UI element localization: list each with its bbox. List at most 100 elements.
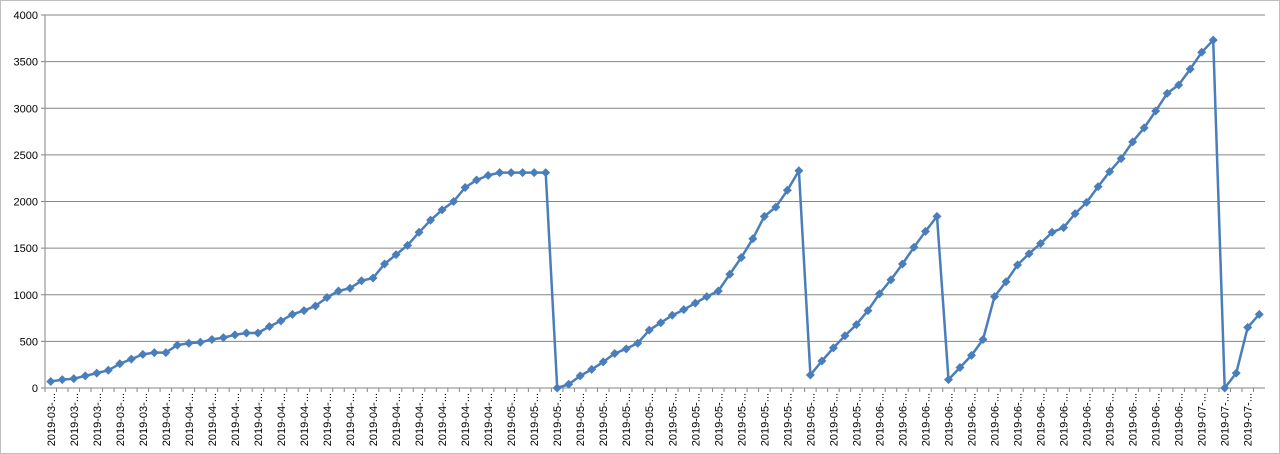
x-tick-label: 2019-05-... <box>598 393 610 446</box>
y-tick-label: 1000 <box>14 290 38 302</box>
data-point <box>656 318 666 328</box>
data-point <box>967 350 977 360</box>
data-point <box>794 166 804 176</box>
data-point <box>702 292 712 302</box>
data-point <box>230 330 240 340</box>
x-tick-label: 2019-06-... <box>1174 393 1186 446</box>
data-point <box>713 286 723 296</box>
x-tick-label: 2019-04-... <box>322 393 334 446</box>
x-tick-label: 2019-06-... <box>1059 393 1071 446</box>
x-tick-label: 2019-06-... <box>1128 393 1140 446</box>
x-tick-label: 2019-06-... <box>1013 393 1025 446</box>
data-point <box>1254 309 1264 319</box>
x-tick-label: 2019-05-... <box>552 393 564 446</box>
x-tick-label: 2019-04-... <box>207 393 219 446</box>
x-tick-label: 2019-04-... <box>230 393 242 446</box>
data-point <box>287 309 297 319</box>
data-point <box>333 286 343 296</box>
x-tick-label: 2019-06-... <box>990 393 1002 446</box>
x-tick-label: 2019-06-... <box>874 393 886 446</box>
data-point <box>1070 209 1080 219</box>
data-point <box>310 301 320 311</box>
data-point <box>1174 80 1184 90</box>
x-tick-label: 2019-04-... <box>437 393 449 446</box>
data-point <box>748 234 758 244</box>
data-point <box>149 348 159 358</box>
data-point <box>391 250 401 260</box>
data-point <box>598 357 608 367</box>
x-tick-label: 2019-04-... <box>368 393 380 446</box>
data-point <box>1185 64 1195 74</box>
x-tick-label: 2019-06-... <box>1036 393 1048 446</box>
x-tick-label: 2019-04-... <box>161 393 173 446</box>
data-point <box>126 354 136 364</box>
data-point <box>817 356 827 366</box>
x-tick-label: 2019-06-... <box>897 393 909 446</box>
x-tick-label: 2019-05-... <box>851 393 863 446</box>
data-point <box>1151 106 1161 116</box>
data-point <box>357 276 367 286</box>
data-point <box>460 183 470 193</box>
data-point <box>218 333 228 343</box>
data-point <box>1220 383 1230 393</box>
x-tick-label: 2019-06-... <box>967 393 979 446</box>
data-point <box>679 305 689 315</box>
data-point <box>978 335 988 345</box>
x-tick-label: 2019-04-... <box>299 393 311 446</box>
data-point <box>575 371 585 381</box>
x-tick-label: 2019-04-... <box>460 393 472 446</box>
data-point <box>897 259 907 269</box>
data-point <box>299 306 309 316</box>
data-point <box>161 348 171 358</box>
data-point <box>380 259 390 269</box>
data-point <box>771 202 781 212</box>
data-point <box>207 335 217 345</box>
y-tick-label: 3000 <box>14 103 38 115</box>
data-point <box>195 337 205 347</box>
data-point <box>943 375 953 385</box>
x-tick-label: 2019-05-... <box>644 393 656 446</box>
data-point <box>1162 88 1172 98</box>
data-point <box>172 340 182 350</box>
x-tick-label: 2019-05-... <box>529 393 541 446</box>
data-point <box>1059 223 1069 233</box>
y-tick-label: 4000 <box>14 10 38 22</box>
x-tick-label: 2019-05-... <box>759 393 771 446</box>
x-tick-label: 2019-04-... <box>414 393 426 446</box>
data-point <box>805 370 815 380</box>
y-tick-label: 2000 <box>14 197 38 209</box>
x-tick-label: 2019-05-... <box>575 393 587 446</box>
data-point <box>667 310 677 320</box>
data-point <box>587 364 597 374</box>
x-tick-label: 2019-03-... <box>115 393 127 446</box>
y-tick-label: 2500 <box>14 150 38 162</box>
x-tick-label: 2019-06-... <box>920 393 932 446</box>
y-tick-label: 3500 <box>14 57 38 69</box>
data-point <box>1036 238 1046 248</box>
data-point <box>736 252 746 262</box>
data-point <box>138 349 148 359</box>
x-tick-label: 2019-06-... <box>1105 393 1117 446</box>
y-tick-label: 0 <box>32 383 38 395</box>
data-point <box>506 168 516 178</box>
x-tick-label: 2019-06-... <box>1082 393 1094 446</box>
data-point <box>495 168 505 178</box>
data-point <box>840 331 850 341</box>
data-point <box>909 242 919 252</box>
data-point <box>621 344 631 354</box>
data-point <box>46 376 56 386</box>
data-point <box>403 240 413 250</box>
data-point <box>1116 154 1126 164</box>
x-tick-label: 2019-05-... <box>621 393 633 446</box>
data-line <box>50 38 1261 390</box>
y-tick-label: 1500 <box>14 243 38 255</box>
x-tick-label: 2019-05-... <box>713 393 725 446</box>
data-point <box>782 185 792 195</box>
data-point <box>644 325 654 335</box>
data-point <box>57 375 67 385</box>
data-point <box>1013 260 1023 270</box>
x-tick-label: 2019-04-... <box>253 393 265 446</box>
x-tick-label: 2019-04-... <box>483 393 495 446</box>
x-tick-label: 2019-07-... <box>1220 393 1232 446</box>
